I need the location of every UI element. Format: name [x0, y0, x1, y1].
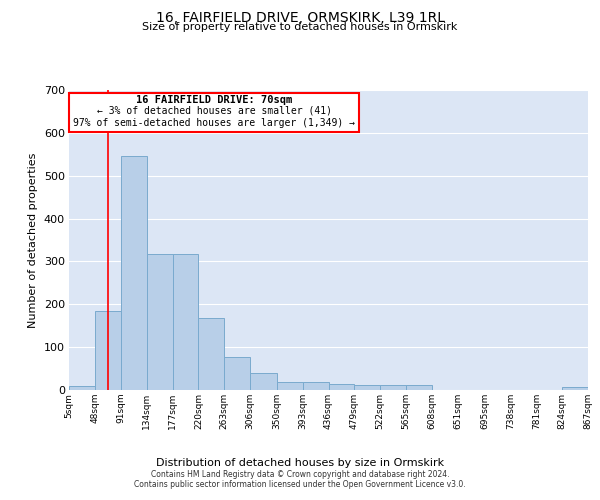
Text: 97% of semi-detached houses are larger (1,349) →: 97% of semi-detached houses are larger (… — [73, 118, 355, 128]
Bar — [173, 254, 199, 390]
Bar — [406, 385, 432, 390]
Text: Contains HM Land Registry data © Crown copyright and database right 2024.
Contai: Contains HM Land Registry data © Crown c… — [134, 470, 466, 489]
Bar — [302, 382, 329, 390]
Bar — [277, 382, 302, 390]
Bar — [146, 254, 173, 390]
Text: Distribution of detached houses by size in Ormskirk: Distribution of detached houses by size … — [156, 458, 444, 468]
Text: 16 FAIRFIELD DRIVE: 70sqm: 16 FAIRFIELD DRIVE: 70sqm — [136, 95, 292, 105]
Bar — [121, 156, 146, 390]
Text: ← 3% of detached houses are smaller (41): ← 3% of detached houses are smaller (41) — [97, 106, 332, 116]
Bar — [250, 373, 277, 390]
Bar — [199, 318, 224, 390]
Bar — [562, 387, 588, 390]
Bar — [329, 384, 355, 390]
Text: Size of property relative to detached houses in Ormskirk: Size of property relative to detached ho… — [142, 22, 458, 32]
FancyBboxPatch shape — [69, 92, 359, 132]
Bar — [380, 385, 406, 390]
Bar — [69, 386, 95, 390]
Y-axis label: Number of detached properties: Number of detached properties — [28, 152, 38, 328]
Bar — [224, 357, 250, 390]
Bar — [95, 310, 121, 390]
Text: 16, FAIRFIELD DRIVE, ORMSKIRK, L39 1RL: 16, FAIRFIELD DRIVE, ORMSKIRK, L39 1RL — [155, 11, 445, 25]
Bar — [355, 385, 380, 390]
